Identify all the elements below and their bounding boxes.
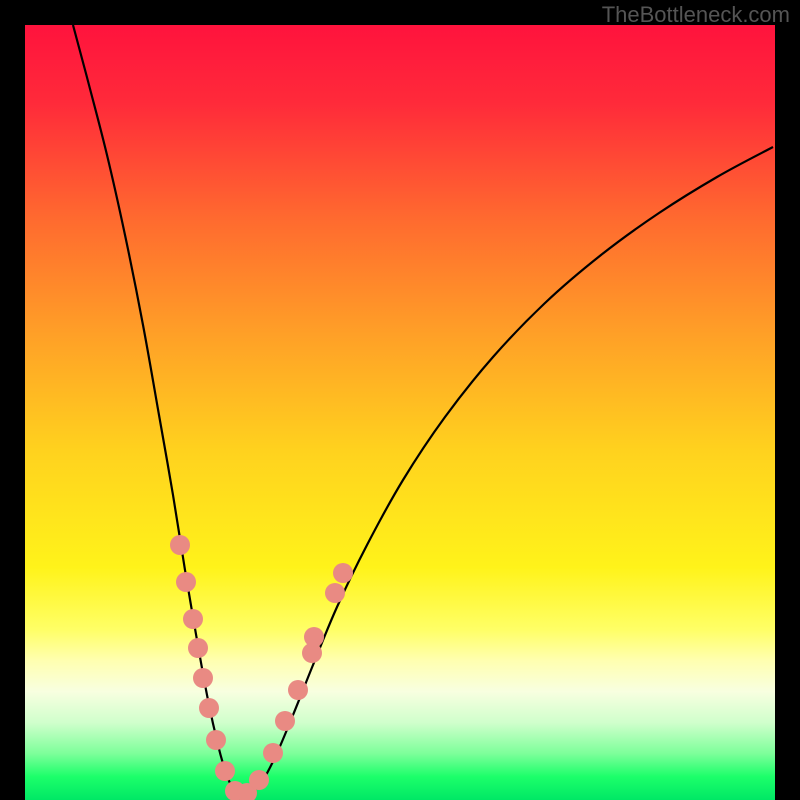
data-dot — [263, 743, 283, 763]
bottleneck-curve — [73, 25, 773, 797]
data-dot — [183, 609, 203, 629]
data-dot — [215, 761, 235, 781]
data-dot — [325, 583, 345, 603]
data-dot — [249, 770, 269, 790]
data-dot — [206, 730, 226, 750]
data-dot — [333, 563, 353, 583]
data-dot — [193, 668, 213, 688]
data-dot — [304, 627, 324, 647]
data-dot — [275, 711, 295, 731]
dots-group — [170, 535, 353, 800]
data-dot — [288, 680, 308, 700]
data-dot — [170, 535, 190, 555]
data-dot — [199, 698, 219, 718]
data-dot — [176, 572, 196, 592]
data-dot — [188, 638, 208, 658]
curve-layer — [25, 25, 775, 800]
chart-frame: TheBottleneck.com — [0, 0, 800, 800]
watermark-text: TheBottleneck.com — [602, 2, 790, 28]
